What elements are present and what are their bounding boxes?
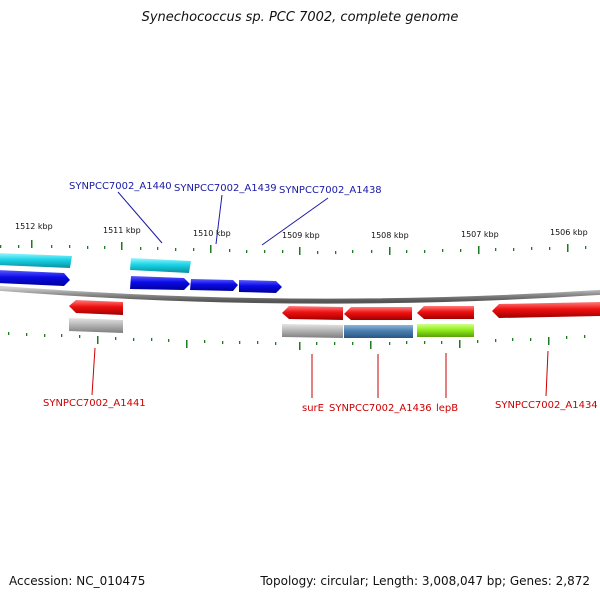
kbp-label: 1508 kbp <box>371 231 409 240</box>
gene-label-surE[interactable]: surE <box>302 403 324 414</box>
leader-line-A1439 <box>215 194 223 245</box>
gene-label-lepB[interactable]: lepB <box>436 403 458 414</box>
forward-gene-labels: SYNPCC7002_A1440 SYNPCC7002_A1439 SYNPCC… <box>69 181 382 196</box>
gene-label-A1436[interactable]: SYNPCC7002_A1436 <box>329 403 432 414</box>
gene-arrow-A1441[interactable] <box>69 300 123 315</box>
reverse-inner-track <box>69 318 474 338</box>
gene-arrow-A1438[interactable] <box>239 280 282 293</box>
gene-feature-steelblue[interactable] <box>344 325 413 338</box>
gene-label-A1440[interactable]: SYNPCC7002_A1440 <box>69 181 172 192</box>
genome-stats-text: Topology: circular; Length: 3,008,047 bp… <box>260 574 590 588</box>
gene-arrow-A1436[interactable] <box>344 307 412 320</box>
genome-title: Synechococcus sp. PCC 7002, complete gen… <box>141 10 459 25</box>
gene-arrow-A1434[interactable] <box>492 302 600 318</box>
kbp-label: 1510 kbp <box>193 229 231 238</box>
outer-tick-marks <box>0 240 587 255</box>
gene-arrow-A1440[interactable] <box>130 276 190 290</box>
kbp-label: 1511 kbp <box>103 226 141 235</box>
reverse-cds-track <box>69 300 600 320</box>
gene-arrow-forward[interactable] <box>0 270 70 286</box>
forward-leader-lines <box>117 191 329 246</box>
kbp-label: 1509 kbp <box>282 231 320 240</box>
genome-backbone <box>0 285 600 304</box>
gene-label-A1434[interactable]: SYNPCC7002_A1434 <box>495 400 598 411</box>
reverse-gene-labels: SYNPCC7002_A1441 surE SYNPCC7002_A1436 l… <box>43 398 598 414</box>
leader-line-A1434 <box>545 350 549 397</box>
gene-feature-lime[interactable] <box>417 324 474 337</box>
leader-line-A1441 <box>91 347 96 396</box>
gene-label-A1441[interactable]: SYNPCC7002_A1441 <box>43 398 146 409</box>
gene-arrow-surE[interactable] <box>282 306 343 320</box>
gene-feature-gray[interactable] <box>282 324 343 338</box>
leader-line-A1440 <box>117 191 163 244</box>
kbp-label: 1506 kbp <box>550 228 588 237</box>
gene-label-A1438[interactable]: SYNPCC7002_A1438 <box>279 185 382 196</box>
inner-tick-marks <box>8 332 586 350</box>
forward-outer-track <box>0 253 191 273</box>
accession-text: Accession: NC_010475 <box>9 574 146 588</box>
gene-arrow-A1439[interactable] <box>190 279 238 291</box>
gene-feature-cyan[interactable] <box>130 258 191 273</box>
forward-cds-track <box>0 270 282 293</box>
leader-line-A1438 <box>261 197 329 246</box>
gene-label-A1439[interactable]: SYNPCC7002_A1439 <box>174 183 277 194</box>
kbp-labels: 1512 kbp 1511 kbp 1510 kbp 1509 kbp 1508… <box>15 222 588 240</box>
reverse-leader-lines <box>91 347 549 398</box>
gene-arrow-lepB[interactable] <box>417 306 474 319</box>
kbp-label: 1507 kbp <box>461 230 499 239</box>
kbp-label: 1512 kbp <box>15 222 53 231</box>
gene-feature-gray[interactable] <box>69 318 123 333</box>
gene-feature-cyan[interactable] <box>0 253 72 268</box>
